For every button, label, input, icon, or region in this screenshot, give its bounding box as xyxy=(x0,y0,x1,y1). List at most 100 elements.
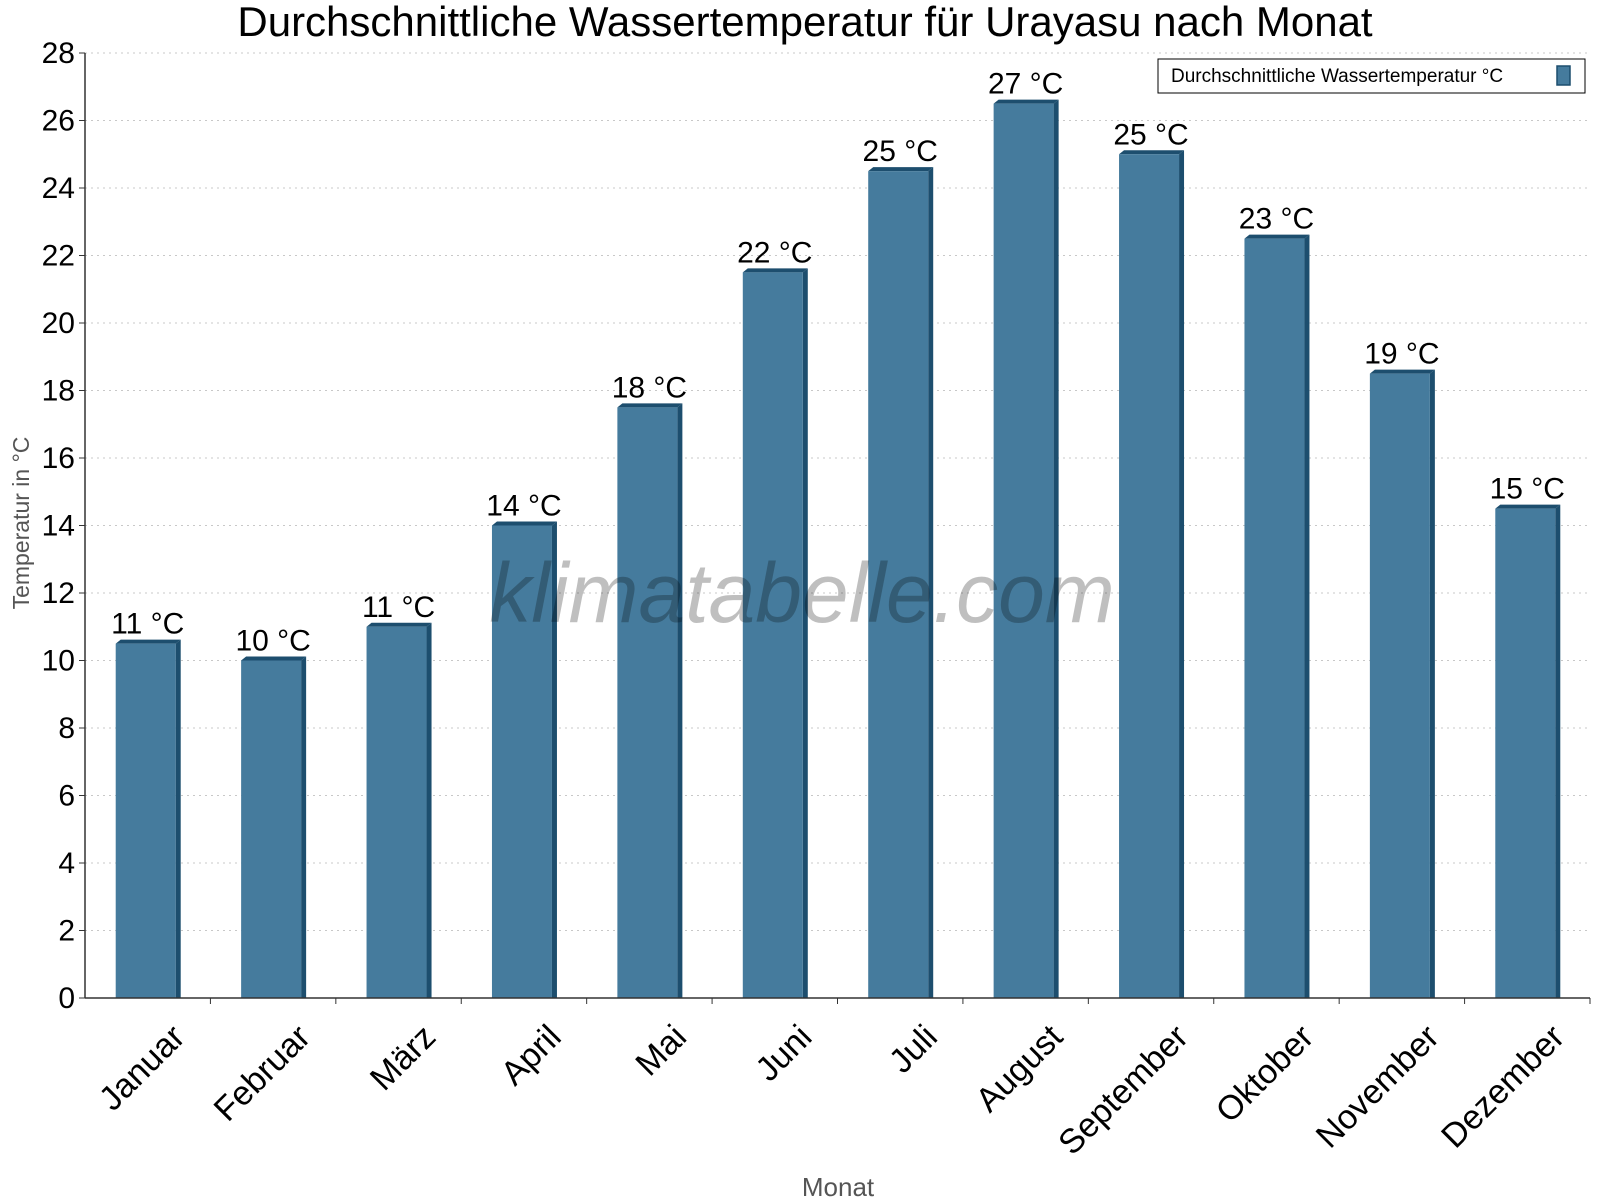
x-axis-title: Monat xyxy=(802,1172,875,1200)
bar-side xyxy=(1304,234,1310,998)
x-tick-label: Juni xyxy=(748,1018,819,1089)
legend-swatch xyxy=(1556,65,1571,86)
bar-side xyxy=(1555,504,1561,998)
data-label: 25 °C xyxy=(863,135,938,168)
bar-februar: 10 °C xyxy=(235,625,311,998)
bar-front xyxy=(1369,373,1430,998)
x-tick-label: Mai xyxy=(628,1018,694,1084)
y-tick-label: 6 xyxy=(58,780,75,813)
bar-front xyxy=(1244,238,1305,998)
y-tick-label: 22 xyxy=(42,240,75,273)
y-tick-label: 4 xyxy=(58,847,75,880)
y-tick-label: 12 xyxy=(42,577,75,610)
bar-september: 25 °C xyxy=(1113,118,1189,998)
x-tick-label: September xyxy=(1051,1018,1195,1162)
bar-top xyxy=(742,268,808,273)
bars: 11 °C 10 °C 11 °C 14 °C 18 °C 22 °C 25 °C 27 °C… xyxy=(111,68,1565,998)
data-label: 11 °C xyxy=(362,591,435,624)
bar-front xyxy=(1495,508,1556,998)
bar-front xyxy=(366,626,427,998)
y-tick-label: 26 xyxy=(42,105,75,138)
y-tick-label: 18 xyxy=(42,375,75,408)
x-tick-label: Juli xyxy=(882,1018,945,1081)
bar-front xyxy=(617,407,678,998)
x-tick-label: Februar xyxy=(207,1018,318,1129)
y-tick-label: 16 xyxy=(42,442,75,475)
bar-top xyxy=(366,622,432,627)
bar-top xyxy=(617,403,683,408)
grid-lines xyxy=(85,52,1590,931)
x-tick-label: Dezember xyxy=(1434,1018,1572,1156)
y-tick-label: 8 xyxy=(58,712,75,745)
bar-side xyxy=(677,403,683,998)
bar-top xyxy=(993,99,1059,104)
data-label: 25 °C xyxy=(1113,118,1188,151)
bar-top xyxy=(241,656,307,661)
x-tick-label: Januar xyxy=(92,1018,192,1118)
chart-title: Durchschnittliche Wassertemperatur für U… xyxy=(237,0,1373,45)
bar-side xyxy=(426,622,432,998)
legend-label: Durchschnittliche Wassertemperatur °C xyxy=(1171,66,1503,87)
bar-side xyxy=(175,639,181,998)
data-label: 18 °C xyxy=(612,371,687,404)
bar-märz: 11 °C xyxy=(362,591,435,998)
bar-front xyxy=(241,660,302,998)
bar-top xyxy=(868,167,934,172)
bar-front xyxy=(1119,154,1180,998)
y-tick-label: 10 xyxy=(42,645,75,678)
bar-top xyxy=(115,639,181,644)
data-label: 14 °C xyxy=(486,490,561,523)
bar-januar: 11 °C xyxy=(111,608,184,998)
x-axis-ticks: Januar Februar März April Mai Juni Juli AugustS… xyxy=(92,998,1591,1162)
x-tick-label: Oktober xyxy=(1209,1018,1321,1130)
bar-mai: 18 °C xyxy=(612,371,687,998)
bar-april: 14 °C xyxy=(486,490,562,998)
data-label: 10 °C xyxy=(235,625,310,658)
y-tick-label: 28 xyxy=(42,37,75,70)
data-label: 19 °C xyxy=(1364,338,1439,371)
data-label: 11 °C xyxy=(111,608,184,641)
bar-oktober: 23 °C xyxy=(1239,203,1314,998)
x-tick-label: November xyxy=(1309,1018,1447,1156)
bar-top xyxy=(1119,150,1185,155)
bar-side xyxy=(1429,369,1435,998)
x-tick-label: März xyxy=(363,1018,443,1098)
x-tick-label: April xyxy=(494,1018,569,1093)
bar-side xyxy=(1179,150,1185,998)
bar-front xyxy=(742,272,803,998)
y-tick-label: 2 xyxy=(58,915,75,948)
legend-box xyxy=(1157,58,1586,94)
data-label: 15 °C xyxy=(1490,473,1565,506)
bar-side xyxy=(551,521,557,998)
data-label: 23 °C xyxy=(1239,203,1314,236)
bar-front xyxy=(491,525,552,998)
bar-juli: 25 °C xyxy=(863,135,938,998)
bar-august: 27 °C xyxy=(988,68,1063,998)
bar-side xyxy=(301,656,307,998)
bar-top xyxy=(1369,369,1435,374)
y-tick-label: 0 xyxy=(58,982,75,1015)
x-tick-label: August xyxy=(969,1017,1071,1119)
legend: Durchschnittliche Wassertemperatur °C xyxy=(1157,58,1586,94)
bar-november: 19 °C xyxy=(1364,338,1440,998)
bar-side xyxy=(802,268,808,998)
bar-front xyxy=(115,643,176,998)
bar-top xyxy=(1244,234,1310,239)
bar-side xyxy=(1053,99,1059,998)
bar-top xyxy=(491,521,557,526)
watermark: klimatabelle.com xyxy=(489,546,1115,640)
bar-juni: 22 °C xyxy=(737,236,812,998)
bar-front xyxy=(993,103,1054,998)
y-tick-label: 14 xyxy=(42,510,75,543)
data-label: 27 °C xyxy=(988,68,1063,101)
y-axis-title: Temperatur in °C xyxy=(8,437,34,610)
bar-dezember: 15 °C xyxy=(1490,473,1565,998)
y-tick-label: 24 xyxy=(42,172,75,205)
bar-side xyxy=(928,167,934,998)
y-tick-label: 20 xyxy=(42,307,75,340)
bar-front xyxy=(868,171,929,998)
data-label: 22 °C xyxy=(737,236,812,269)
bar-top xyxy=(1495,504,1561,509)
